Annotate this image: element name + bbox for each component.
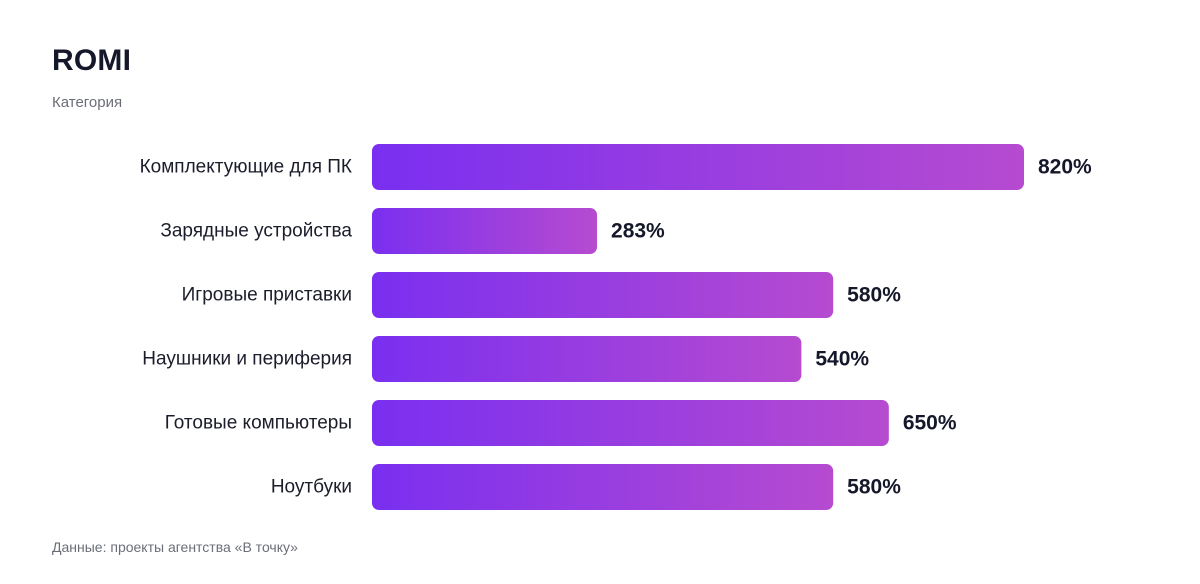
category-label: Готовые компьютеры <box>165 413 352 434</box>
value-label: 540% <box>815 348 869 371</box>
bar <box>372 464 834 510</box>
category-label: Зарядные устройства <box>160 221 352 242</box>
value-label: 580% <box>847 284 901 307</box>
bar <box>372 336 802 382</box>
chart-title: ROMI <box>52 44 132 77</box>
bar <box>372 208 598 254</box>
value-label: 650% <box>903 412 957 435</box>
bars-group: Комплектующие для ПК 820% Зарядные устройс… <box>140 144 1092 510</box>
bar <box>372 272 834 318</box>
bar <box>372 144 1024 190</box>
category-label: Комплектующие для ПК <box>140 157 352 178</box>
chart-subtitle: Категория <box>52 94 123 111</box>
category-label: Ноутбуки <box>271 477 352 498</box>
value-label: 580% <box>847 476 901 499</box>
category-label: Игровые приставки <box>182 285 352 306</box>
value-label: 283% <box>611 220 665 243</box>
value-label: 820% <box>1038 156 1092 179</box>
bar <box>372 400 889 446</box>
category-label: Наушники и периферия <box>142 349 352 370</box>
data-source-note: Данные: проекты агентства «В точку» <box>52 539 298 555</box>
